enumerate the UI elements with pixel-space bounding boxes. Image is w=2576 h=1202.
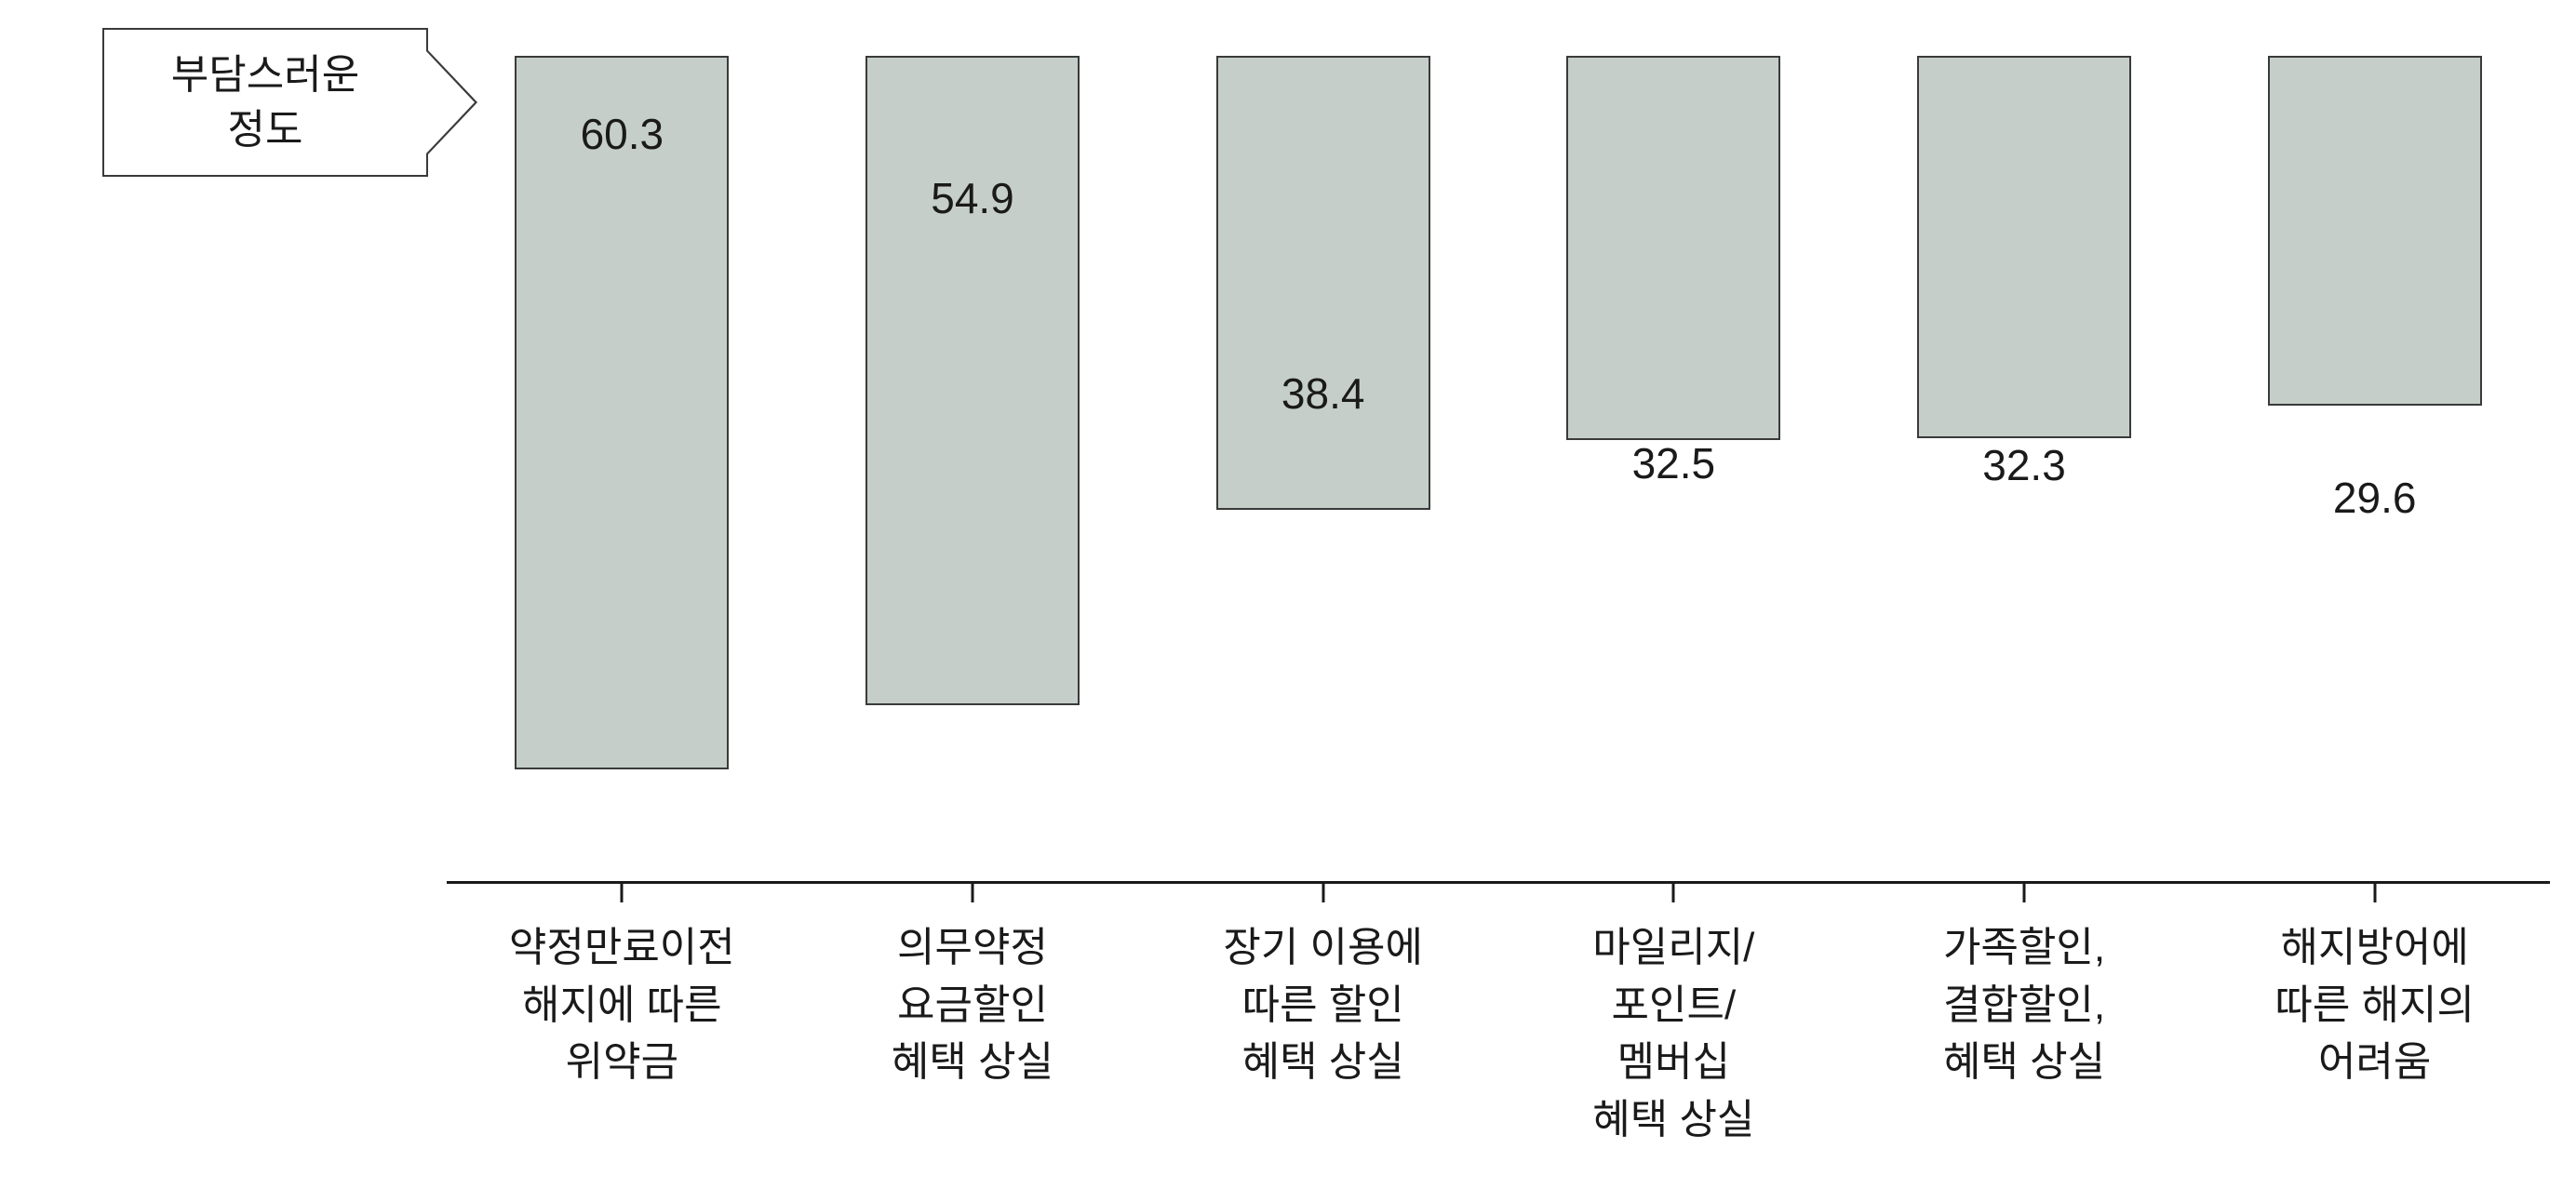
- axis-tick: [1672, 884, 1675, 902]
- bar-value-label: 32.5: [1632, 438, 1716, 488]
- callout-line1: 부담스러운: [171, 47, 359, 102]
- x-axis-label: 마일리지/ 포인트/ 멤버십 혜택 상실: [1498, 919, 1849, 1148]
- plot-area: 60.3 54.9 38.4 32.5 32.3 29.6: [447, 56, 2550, 884]
- bar: [865, 56, 1080, 705]
- bar-value-label: 38.4: [1281, 368, 1365, 419]
- bar-value-label: 54.9: [931, 173, 1014, 223]
- x-axis-label: 약정만료이전 해지에 따른 위약금: [447, 919, 798, 1148]
- bar-group: 29.6: [2199, 56, 2550, 884]
- callout-line2: 정도: [228, 102, 303, 157]
- bar-value-label: 32.3: [1982, 440, 2066, 490]
- bar-value-label: 60.3: [581, 109, 664, 159]
- bars-container: 60.3 54.9 38.4 32.5 32.3 29.6: [447, 56, 2550, 884]
- bar: [1917, 56, 2131, 438]
- bar: [2268, 56, 2482, 406]
- x-axis-labels: 약정만료이전 해지에 따른 위약금의무약정 요금할인 혜택 상실장기 이용에 따…: [447, 919, 2550, 1148]
- axis-tick: [1322, 884, 1324, 902]
- x-axis-line: [447, 881, 2550, 884]
- axis-tick: [621, 884, 624, 902]
- bar-group: 32.3: [1849, 56, 2200, 884]
- bar: [515, 56, 729, 769]
- bar: [1216, 56, 1430, 510]
- axis-tick: [2023, 884, 2026, 902]
- callout-label: 부담스러운 정도: [102, 28, 428, 177]
- bar-value-label: 29.6: [2333, 473, 2417, 523]
- x-axis-label: 장기 이용에 따른 할인 혜택 상실: [1147, 919, 1498, 1148]
- bar-group: 32.5: [1498, 56, 1849, 884]
- bar-group: 38.4: [1147, 56, 1498, 884]
- bar-chart: 60.3 54.9 38.4 32.5 32.3 29.6 약정만료이전 해지에 따른 위…: [447, 56, 2550, 1172]
- x-axis-label: 가족할인, 결합할인, 혜택 상실: [1849, 919, 2200, 1148]
- x-axis-label: 의무약정 요금할인 혜택 상실: [798, 919, 1148, 1148]
- bar-group: 54.9: [798, 56, 1148, 884]
- x-axis-label: 해지방어에 따른 해지의 어려움: [2199, 919, 2550, 1148]
- bar: [1566, 56, 1780, 440]
- axis-tick: [972, 884, 974, 902]
- bar-group: 60.3: [447, 56, 798, 884]
- axis-tick: [2373, 884, 2376, 902]
